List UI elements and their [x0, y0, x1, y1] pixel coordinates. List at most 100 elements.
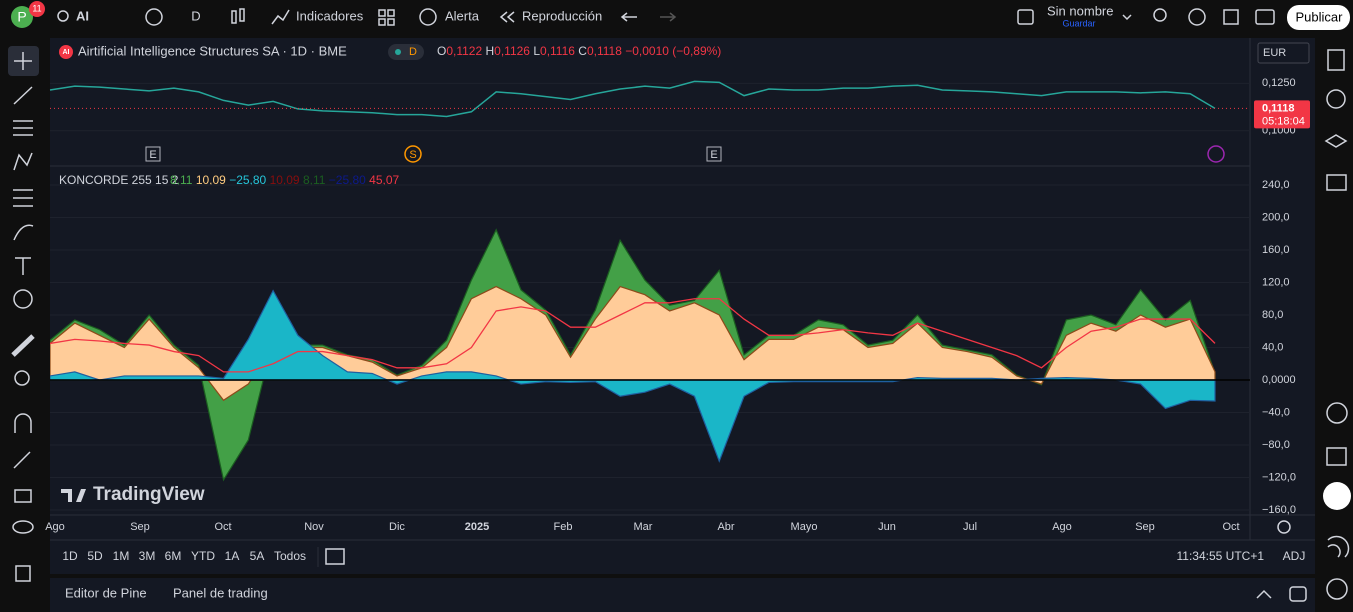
- ideas[interactable]: [1326, 402, 1348, 424]
- avatar[interactable]: [11, 6, 33, 28]
- symbol-title[interactable]: Airtificial Intelligence Structures SA ·…: [78, 43, 347, 58]
- goto-date[interactable]: [325, 548, 345, 565]
- bottom-panel: [50, 578, 1315, 612]
- pattern-tool[interactable]: [13, 152, 33, 171]
- streams[interactable]: [1327, 535, 1350, 558]
- legend-value: 10,09: [270, 173, 300, 187]
- price-line: [49, 80, 1216, 118]
- range-button[interactable]: 5D: [87, 549, 103, 563]
- indicators-icon[interactable]: [271, 9, 290, 25]
- collapse-panel[interactable]: [1256, 589, 1272, 599]
- session: D: [409, 46, 417, 58]
- range-button[interactable]: Todos: [274, 549, 306, 563]
- symbol[interactable]: AI: [76, 8, 89, 23]
- market-open: [395, 49, 401, 55]
- quick-search[interactable]: [1153, 8, 1167, 22]
- indicator-title[interactable]: KONCORDE 255 15 2: [59, 173, 179, 187]
- x-tick-label: Ago: [1052, 521, 1072, 533]
- session-pill: [388, 44, 424, 60]
- publish: Publicar: [1296, 9, 1344, 24]
- range-button[interactable]: 5A: [250, 549, 265, 563]
- symbol-logo: [59, 45, 73, 59]
- y-tick-label: 0,0000: [1262, 374, 1296, 386]
- y-tick-label: 120,0: [1262, 276, 1290, 288]
- layout-checkbox[interactable]: [1017, 9, 1034, 25]
- products[interactable]: [1323, 482, 1351, 510]
- currency[interactable]: EUR: [1263, 47, 1286, 59]
- measure-tool[interactable]: [11, 334, 35, 357]
- search-icon[interactable]: [57, 10, 69, 22]
- data-window[interactable]: [1324, 134, 1348, 148]
- replay[interactable]: Reproducción: [522, 8, 602, 23]
- y-tick-label: −80,0: [1262, 439, 1290, 451]
- panel-tab[interactable]: Editor de Pine: [65, 585, 147, 600]
- chats[interactable]: [1326, 174, 1347, 191]
- clock: 11:34:55 UTC+1: [1177, 549, 1265, 563]
- range-button[interactable]: YTD: [191, 549, 215, 563]
- save[interactable]: Guardar: [1062, 18, 1095, 28]
- layout-menu[interactable]: [1122, 14, 1132, 21]
- lock-draw[interactable]: [13, 451, 31, 469]
- event-label: S: [409, 149, 416, 161]
- projection-tool[interactable]: [13, 189, 33, 207]
- text-tool[interactable]: [15, 257, 31, 275]
- badge-count: 11: [32, 3, 41, 13]
- last-price: 0,1118: [1262, 102, 1294, 114]
- range-button[interactable]: 1A: [225, 549, 240, 563]
- templates-icon[interactable]: [378, 9, 386, 17]
- templates-icon-2: [387, 9, 395, 17]
- settings[interactable]: [1188, 8, 1206, 26]
- panel-tab[interactable]: Panel de trading: [173, 585, 268, 600]
- icon-tool[interactable]: [13, 289, 33, 309]
- legend-value: 45,07: [369, 173, 399, 187]
- fullscreen[interactable]: [1223, 9, 1239, 25]
- interval[interactable]: D: [191, 8, 200, 23]
- alerts[interactable]: [1326, 89, 1346, 109]
- x-tick-label: 2025: [465, 521, 489, 533]
- crosshair-tool[interactable]: [14, 52, 32, 70]
- range-button[interactable]: 1D: [62, 549, 78, 563]
- range-button[interactable]: 1M: [113, 549, 130, 563]
- y-tick-label: 0,1250: [1262, 77, 1296, 89]
- brush-tool[interactable]: [13, 224, 34, 241]
- delete-tool[interactable]: [15, 565, 31, 582]
- trend-tool[interactable]: [13, 86, 33, 105]
- watermark: TradingView: [93, 484, 205, 505]
- watchlist[interactable]: [1327, 49, 1345, 71]
- alert[interactable]: Alerta: [445, 8, 480, 23]
- add-symbol[interactable]: [145, 8, 163, 26]
- maximize-panel[interactable]: [1289, 586, 1307, 602]
- snapshot[interactable]: [1255, 9, 1275, 25]
- legend-value: 0,1118: [587, 44, 622, 58]
- adjust[interactable]: ADJ: [1283, 549, 1306, 563]
- redo[interactable]: [660, 12, 677, 22]
- replay-icon[interactable]: [499, 11, 515, 23]
- indicator-area: [50, 289, 1216, 463]
- layout-name[interactable]: Sin nombre: [1047, 3, 1113, 18]
- zoom-tool[interactable]: [14, 370, 30, 386]
- lock-tool[interactable]: [14, 489, 32, 503]
- publish-button[interactable]: [1287, 5, 1350, 30]
- magnet-tool[interactable]: [14, 413, 32, 433]
- indicators[interactable]: Indicadores: [296, 8, 364, 23]
- legend-value: −0,0010 (−0,89%): [625, 44, 721, 58]
- currency-box[interactable]: [1257, 42, 1310, 64]
- range-button[interactable]: 3M: [139, 549, 156, 563]
- axis-settings[interactable]: [1277, 520, 1291, 534]
- alert-icon[interactable]: [419, 8, 437, 26]
- x-tick-label: Jul: [963, 521, 977, 533]
- calendar[interactable]: [1326, 447, 1347, 466]
- x-tick-label: Nov: [304, 521, 324, 533]
- range-button[interactable]: 6M: [165, 549, 182, 563]
- x-tick-label: Abr: [717, 521, 734, 533]
- y-tick-label: −40,0: [1262, 406, 1290, 418]
- undo[interactable]: [620, 12, 637, 22]
- fib-tool[interactable]: [13, 120, 33, 136]
- templates-icon-4: [387, 18, 395, 26]
- help[interactable]: [1326, 578, 1348, 600]
- x-tick-label: Ago: [45, 521, 65, 533]
- legend-value: 8,11: [303, 173, 326, 187]
- chart-type[interactable]: [231, 10, 237, 24]
- hide-tool[interactable]: [12, 520, 34, 534]
- legend-value: C: [578, 44, 587, 58]
